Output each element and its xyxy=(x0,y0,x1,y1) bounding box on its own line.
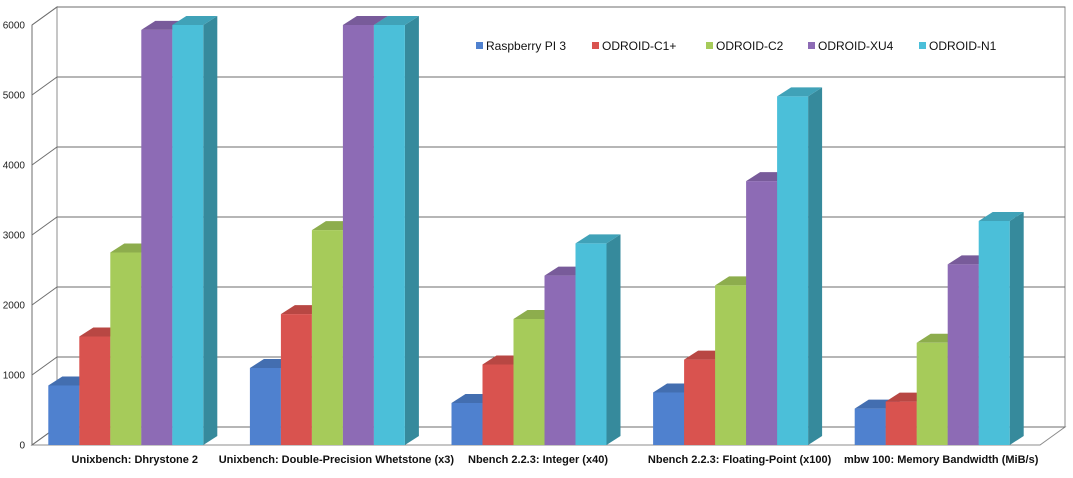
legend-entry: ODROID-C1+ xyxy=(592,39,676,53)
bar-front xyxy=(978,221,1010,445)
bar-front xyxy=(575,243,607,445)
legend-label: ODROID-XU4 xyxy=(818,39,894,53)
bar-front xyxy=(916,342,948,445)
legend-entry: ODROID-XU4 xyxy=(808,39,894,53)
gridline xyxy=(31,6,1065,26)
x-tick-label: Nbench 2.2.3: Floating-Point (x100) xyxy=(648,454,832,466)
bar xyxy=(575,234,621,445)
legend-swatch xyxy=(476,42,483,49)
y-tick-label: 5000 xyxy=(3,91,26,102)
bar-front xyxy=(653,392,685,445)
legend-swatch xyxy=(808,42,815,49)
legend-label: Raspberry PI 3 xyxy=(486,39,566,53)
y-tick-label: 1000 xyxy=(3,371,26,382)
bar-side xyxy=(808,87,823,446)
legend-entry: ODROID-C2 xyxy=(706,39,784,53)
y-tick-label: 0 xyxy=(19,441,25,452)
bar-front xyxy=(513,319,545,445)
bar-front xyxy=(947,264,979,445)
bar-front xyxy=(777,96,809,446)
y-tick-label: 4000 xyxy=(3,161,26,172)
bar-front xyxy=(311,230,343,445)
gridline xyxy=(31,216,1065,236)
y-tick-label: 6000 xyxy=(3,21,26,32)
legend-swatch xyxy=(592,42,599,49)
bar-front xyxy=(342,25,374,445)
legend-entry: Raspberry PI 3 xyxy=(476,39,566,53)
y-axis: 0 1000 2000 3000 4000 5000 6000 xyxy=(3,21,33,452)
bar-side xyxy=(404,16,419,445)
gridline xyxy=(31,146,1065,166)
bar-front xyxy=(249,368,281,445)
legend: Raspberry PI 3 ODROID-C1+ ODROID-C2 ODROID-… xyxy=(476,39,997,53)
bar-top xyxy=(575,234,621,244)
legend-swatch xyxy=(706,42,713,49)
y-tick-label: 2000 xyxy=(3,301,26,312)
x-tick-label: Unixbench: Dhrystone 2 xyxy=(72,454,199,466)
bar xyxy=(172,16,218,445)
bar-front xyxy=(451,403,483,445)
bar-front xyxy=(885,401,917,445)
bar-top xyxy=(172,16,218,25)
x-axis: Unixbench: Dhrystone 2 Unixbench: Double-… xyxy=(72,454,1039,466)
bar-top xyxy=(978,212,1024,221)
bar-front xyxy=(684,359,716,445)
y-tick-label: 3000 xyxy=(3,231,26,242)
bar-top xyxy=(777,87,823,97)
legend-swatch xyxy=(919,42,926,49)
legend-label: ODROID-C1+ xyxy=(602,39,676,53)
bar-side xyxy=(606,234,621,445)
bar-side xyxy=(1009,212,1024,445)
bars xyxy=(48,16,1024,446)
x-tick-label: Nbench 2.2.3: Integer (x40) xyxy=(468,454,608,466)
x-tick-label: Unixbench: Double-Precision Whetstone (x… xyxy=(219,454,455,466)
bar-front xyxy=(373,25,405,445)
bar-front xyxy=(854,408,886,445)
legend-label: ODROID-C2 xyxy=(716,39,784,53)
bar xyxy=(777,87,823,446)
bar xyxy=(978,212,1024,445)
bar-top xyxy=(342,16,388,25)
bar-front xyxy=(79,336,111,445)
bar-front xyxy=(280,314,312,445)
bar-front xyxy=(746,181,778,445)
bar-side xyxy=(203,16,218,445)
bar-front xyxy=(141,29,173,446)
bar-front xyxy=(110,252,142,445)
bar-front xyxy=(544,275,576,445)
legend-label: ODROID-N1 xyxy=(929,39,997,53)
x-tick-label: mbw 100: Memory Bandwidth (MiB/s) xyxy=(844,454,1039,466)
bar-top xyxy=(373,16,419,25)
gridline xyxy=(31,76,1065,96)
bar xyxy=(373,16,419,445)
bar-front xyxy=(172,25,204,445)
bar-front xyxy=(482,364,514,445)
legend-entry: ODROID-N1 xyxy=(919,39,997,53)
bar-front xyxy=(48,385,80,445)
bar-front xyxy=(715,285,747,445)
